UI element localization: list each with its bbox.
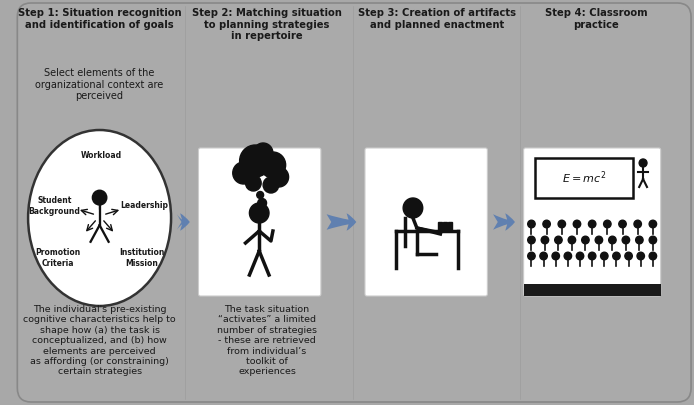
Circle shape — [622, 236, 629, 244]
Circle shape — [649, 220, 657, 228]
Circle shape — [634, 220, 641, 228]
Circle shape — [558, 220, 566, 228]
Circle shape — [568, 236, 575, 244]
Circle shape — [649, 236, 657, 244]
Circle shape — [246, 175, 261, 191]
Text: The individual's pre-existing
cognitive characteristics help to
shape how (a) th: The individual's pre-existing cognitive … — [24, 305, 176, 376]
Circle shape — [639, 159, 647, 167]
Text: The task situation
“activates” a limited
number of strategies
- these are retrie: The task situation “activates” a limited… — [217, 305, 317, 376]
Text: Step 3: Creation of artifacts
and planned enactment: Step 3: Creation of artifacts and planne… — [358, 8, 516, 30]
Text: Workload: Workload — [81, 151, 122, 160]
Circle shape — [527, 236, 535, 244]
Circle shape — [403, 198, 423, 218]
Circle shape — [600, 252, 608, 260]
Circle shape — [589, 252, 596, 260]
Bar — [523, 284, 661, 296]
Circle shape — [589, 220, 596, 228]
Circle shape — [619, 220, 626, 228]
Bar — [448, 222, 452, 231]
Text: Select elements of the
organizational context are
perceived: Select elements of the organizational co… — [35, 68, 164, 101]
Bar — [443, 222, 447, 231]
Circle shape — [595, 236, 602, 244]
Circle shape — [564, 252, 572, 260]
Circle shape — [540, 252, 548, 260]
FancyBboxPatch shape — [523, 148, 661, 296]
Circle shape — [257, 192, 264, 198]
Text: Institution
Mission: Institution Mission — [119, 248, 164, 268]
Circle shape — [269, 167, 289, 187]
Circle shape — [552, 252, 559, 260]
Circle shape — [249, 203, 269, 223]
Circle shape — [257, 198, 266, 207]
FancyBboxPatch shape — [198, 148, 321, 296]
Text: Step 4: Classroom
practice: Step 4: Classroom practice — [545, 8, 648, 30]
Circle shape — [555, 236, 562, 244]
Circle shape — [573, 220, 581, 228]
Circle shape — [604, 220, 611, 228]
FancyBboxPatch shape — [17, 3, 691, 402]
Circle shape — [543, 220, 550, 228]
Text: Student
Background: Student Background — [28, 196, 81, 216]
Text: Step 1: Situation recognition
and identification of goals: Step 1: Situation recognition and identi… — [18, 8, 181, 30]
Text: $E = mc^2$: $E = mc^2$ — [562, 170, 607, 186]
Bar — [439, 222, 442, 231]
Circle shape — [527, 220, 535, 228]
Circle shape — [576, 252, 584, 260]
Text: Step 2: Matching situation
to planning strategies
in repertoire: Step 2: Matching situation to planning s… — [192, 8, 342, 41]
Ellipse shape — [28, 130, 171, 306]
Circle shape — [625, 252, 632, 260]
Circle shape — [232, 162, 254, 184]
Circle shape — [253, 143, 273, 163]
Circle shape — [613, 252, 620, 260]
FancyBboxPatch shape — [365, 148, 487, 296]
Text: Promotion
Criteria: Promotion Criteria — [35, 248, 80, 268]
Text: Leadership: Leadership — [121, 202, 169, 211]
Circle shape — [582, 236, 589, 244]
Circle shape — [541, 236, 549, 244]
Circle shape — [637, 252, 645, 260]
Bar — [535, 158, 634, 198]
Circle shape — [260, 152, 286, 178]
Circle shape — [239, 145, 271, 177]
Circle shape — [649, 252, 657, 260]
Circle shape — [92, 190, 107, 205]
Circle shape — [609, 236, 616, 244]
Circle shape — [636, 236, 643, 244]
Circle shape — [527, 252, 535, 260]
Circle shape — [263, 177, 279, 193]
